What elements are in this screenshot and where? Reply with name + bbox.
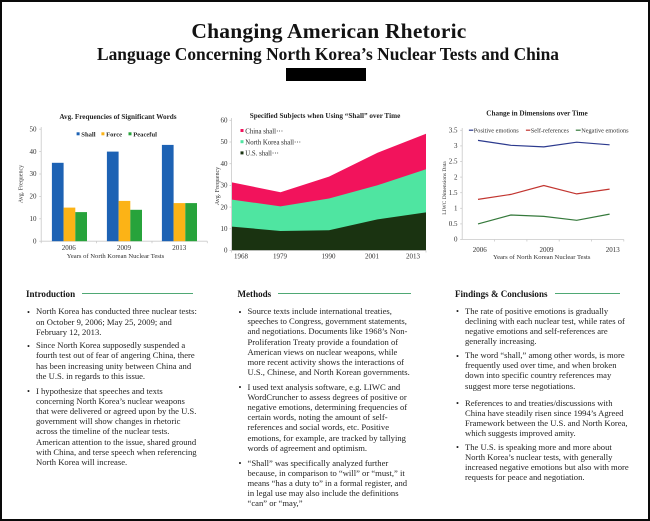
svg-text:Avg. Frequencies of Significan: Avg. Frequencies of Significant Words	[59, 113, 176, 121]
svg-text:1.5: 1.5	[449, 189, 458, 197]
svg-text:2009: 2009	[540, 246, 555, 254]
svg-text:U.S. shall⋯: U.S. shall⋯	[245, 151, 279, 158]
svg-text:Avg. Frequency: Avg. Frequency	[19, 165, 25, 203]
svg-text:Peaceful: Peaceful	[133, 132, 157, 139]
svg-text:2006: 2006	[62, 244, 77, 252]
svg-text:Years of North Korean Nuclear: Years of North Korean Nuclear Tests	[67, 253, 165, 260]
svg-text:50: 50	[30, 125, 38, 133]
svg-text:30: 30	[221, 182, 229, 190]
svg-text:LIWC Dimensions Data: LIWC Dimensions Data	[442, 161, 448, 215]
svg-text:2006: 2006	[473, 246, 488, 254]
svg-text:North Korea shall⋯: North Korea shall⋯	[245, 140, 301, 147]
svg-text:Positive emotions: Positive emotions	[474, 128, 520, 135]
svg-text:20: 20	[30, 193, 38, 201]
svg-text:0: 0	[454, 236, 458, 244]
svg-text:3: 3	[454, 142, 458, 150]
svg-text:1979: 1979	[273, 253, 288, 261]
svg-text:2009: 2009	[117, 244, 132, 252]
svg-text:2013: 2013	[606, 246, 621, 254]
svg-text:40: 40	[30, 148, 38, 156]
svg-text:30: 30	[30, 170, 38, 178]
svg-text:3.5: 3.5	[449, 127, 458, 135]
svg-text:2.5: 2.5	[449, 158, 458, 166]
svg-text:20: 20	[221, 203, 229, 211]
svg-text:1968: 1968	[234, 253, 249, 261]
svg-text:0.5: 0.5	[449, 220, 458, 228]
svg-text:40: 40	[221, 160, 229, 168]
svg-text:1: 1	[454, 205, 458, 213]
svg-text:0: 0	[224, 247, 228, 255]
svg-text:Years of North Korean Nuclear: Years of North Korean Nuclear Tests	[493, 254, 591, 261]
svg-text:50: 50	[221, 138, 229, 146]
svg-text:Avg. Frequency: Avg. Frequency	[215, 167, 221, 205]
svg-text:Negative emotions: Negative emotions	[581, 128, 629, 135]
svg-text:Force: Force	[106, 132, 122, 139]
svg-text:60: 60	[221, 117, 229, 125]
svg-text:10: 10	[221, 225, 229, 233]
svg-text:Self-references: Self-references	[531, 128, 570, 135]
svg-text:Shall: Shall	[81, 132, 95, 139]
svg-text:1990: 1990	[322, 253, 337, 261]
svg-text:2013: 2013	[172, 244, 187, 252]
svg-text:2013: 2013	[406, 253, 421, 261]
svg-text:China shall⋯: China shall⋯	[245, 128, 283, 135]
svg-text:2001: 2001	[365, 253, 380, 261]
svg-text:10: 10	[30, 215, 38, 223]
svg-text:2: 2	[454, 173, 458, 181]
svg-text:0: 0	[33, 237, 37, 245]
svg-text:Change in Dimensions over Time: Change in Dimensions over Time	[486, 110, 587, 118]
svg-text:Specified Subjects when Using: Specified Subjects when Using “Shall” ov…	[250, 112, 401, 120]
